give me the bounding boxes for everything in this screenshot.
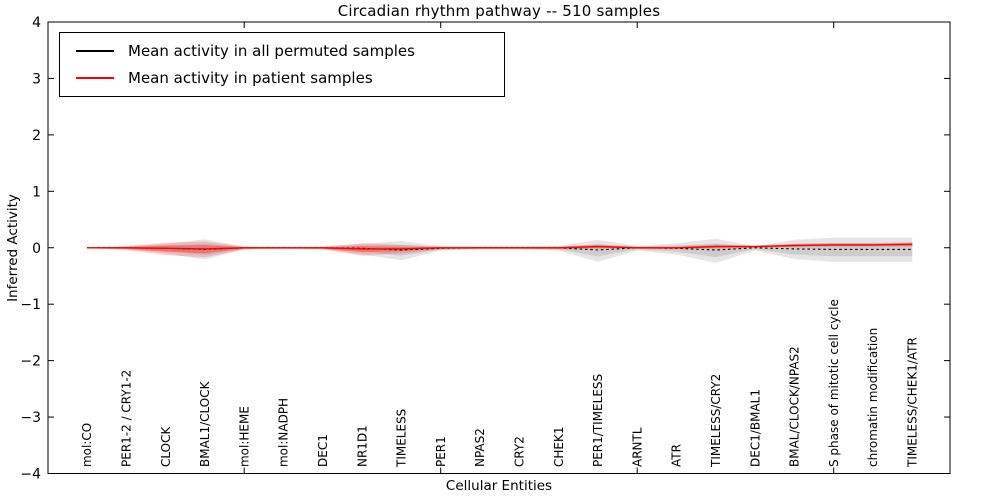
y-tick-label: 2 [32, 128, 41, 144]
x-category-label: ATR [670, 444, 684, 467]
x-category-label: DEC1/BMAL1 [748, 389, 762, 467]
x-axis-label: Cellular Entities [445, 478, 553, 494]
x-category-label: CLOCK [159, 426, 173, 467]
x-category-label: BMAL/CLOCK/NPAS2 [788, 346, 802, 467]
legend-label: Mean activity in all permuted samples [128, 42, 415, 60]
patient-mean-line [87, 243, 913, 250]
legend: Mean activity in all permuted samples Me… [59, 32, 505, 97]
patient-std-band [87, 241, 913, 258]
legend-line-sample-red [76, 77, 114, 79]
x-category-label: ARNTL [630, 427, 644, 467]
x-category-label: PER1/TIMELESS [591, 374, 605, 467]
y-axis-label: Inferred Activity [5, 194, 21, 302]
x-category-label: CHEK1 [552, 427, 566, 468]
x-category-label: PER1 [434, 436, 448, 467]
x-category-label: CRY2 [513, 436, 527, 467]
x-category-label: DEC1 [316, 434, 330, 467]
x-category-label: NPAS2 [473, 428, 487, 467]
x-category-label: chromatin modification [866, 328, 880, 467]
y-tick-label: 4 [32, 15, 41, 31]
legend-line-sample-black [76, 50, 114, 52]
y-tick-label: −1 [20, 297, 41, 313]
x-category-label: NR1D1 [355, 425, 369, 467]
y-tick-label: 3 [32, 71, 41, 87]
x-category-label: BMAL1/CLOCK [198, 380, 212, 467]
legend-item-permuted: Mean activity in all permuted samples [76, 41, 504, 61]
x-category-label: mol:CO [80, 423, 94, 467]
y-tick-label: 1 [32, 184, 41, 200]
permuted-std-band [87, 237, 913, 263]
x-category-label: mol:NADPH [277, 398, 291, 467]
x-category-label: TIMELESS/CHEK1/ATR [906, 337, 920, 468]
chart-title: Circadian rhythm pathway -- 510 samples [337, 2, 661, 20]
y-tick-label: −4 [20, 467, 41, 483]
legend-label: Mean activity in patient samples [128, 69, 373, 87]
x-category-label: TIMELESS [395, 409, 409, 468]
y-tick-label: −3 [20, 410, 41, 426]
y-tick-label: −2 [20, 354, 41, 370]
x-category-label: S phase of mitotic cell cycle [827, 299, 841, 467]
legend-item-patient: Mean activity in patient samples [76, 68, 504, 88]
y-tick-label: 0 [32, 241, 41, 257]
x-category-label: TIMELESS/CRY2 [709, 374, 723, 468]
x-category-label: mol:HEME [237, 406, 251, 467]
x-category-label: PER1-2 / CRY1-2 [120, 370, 134, 467]
